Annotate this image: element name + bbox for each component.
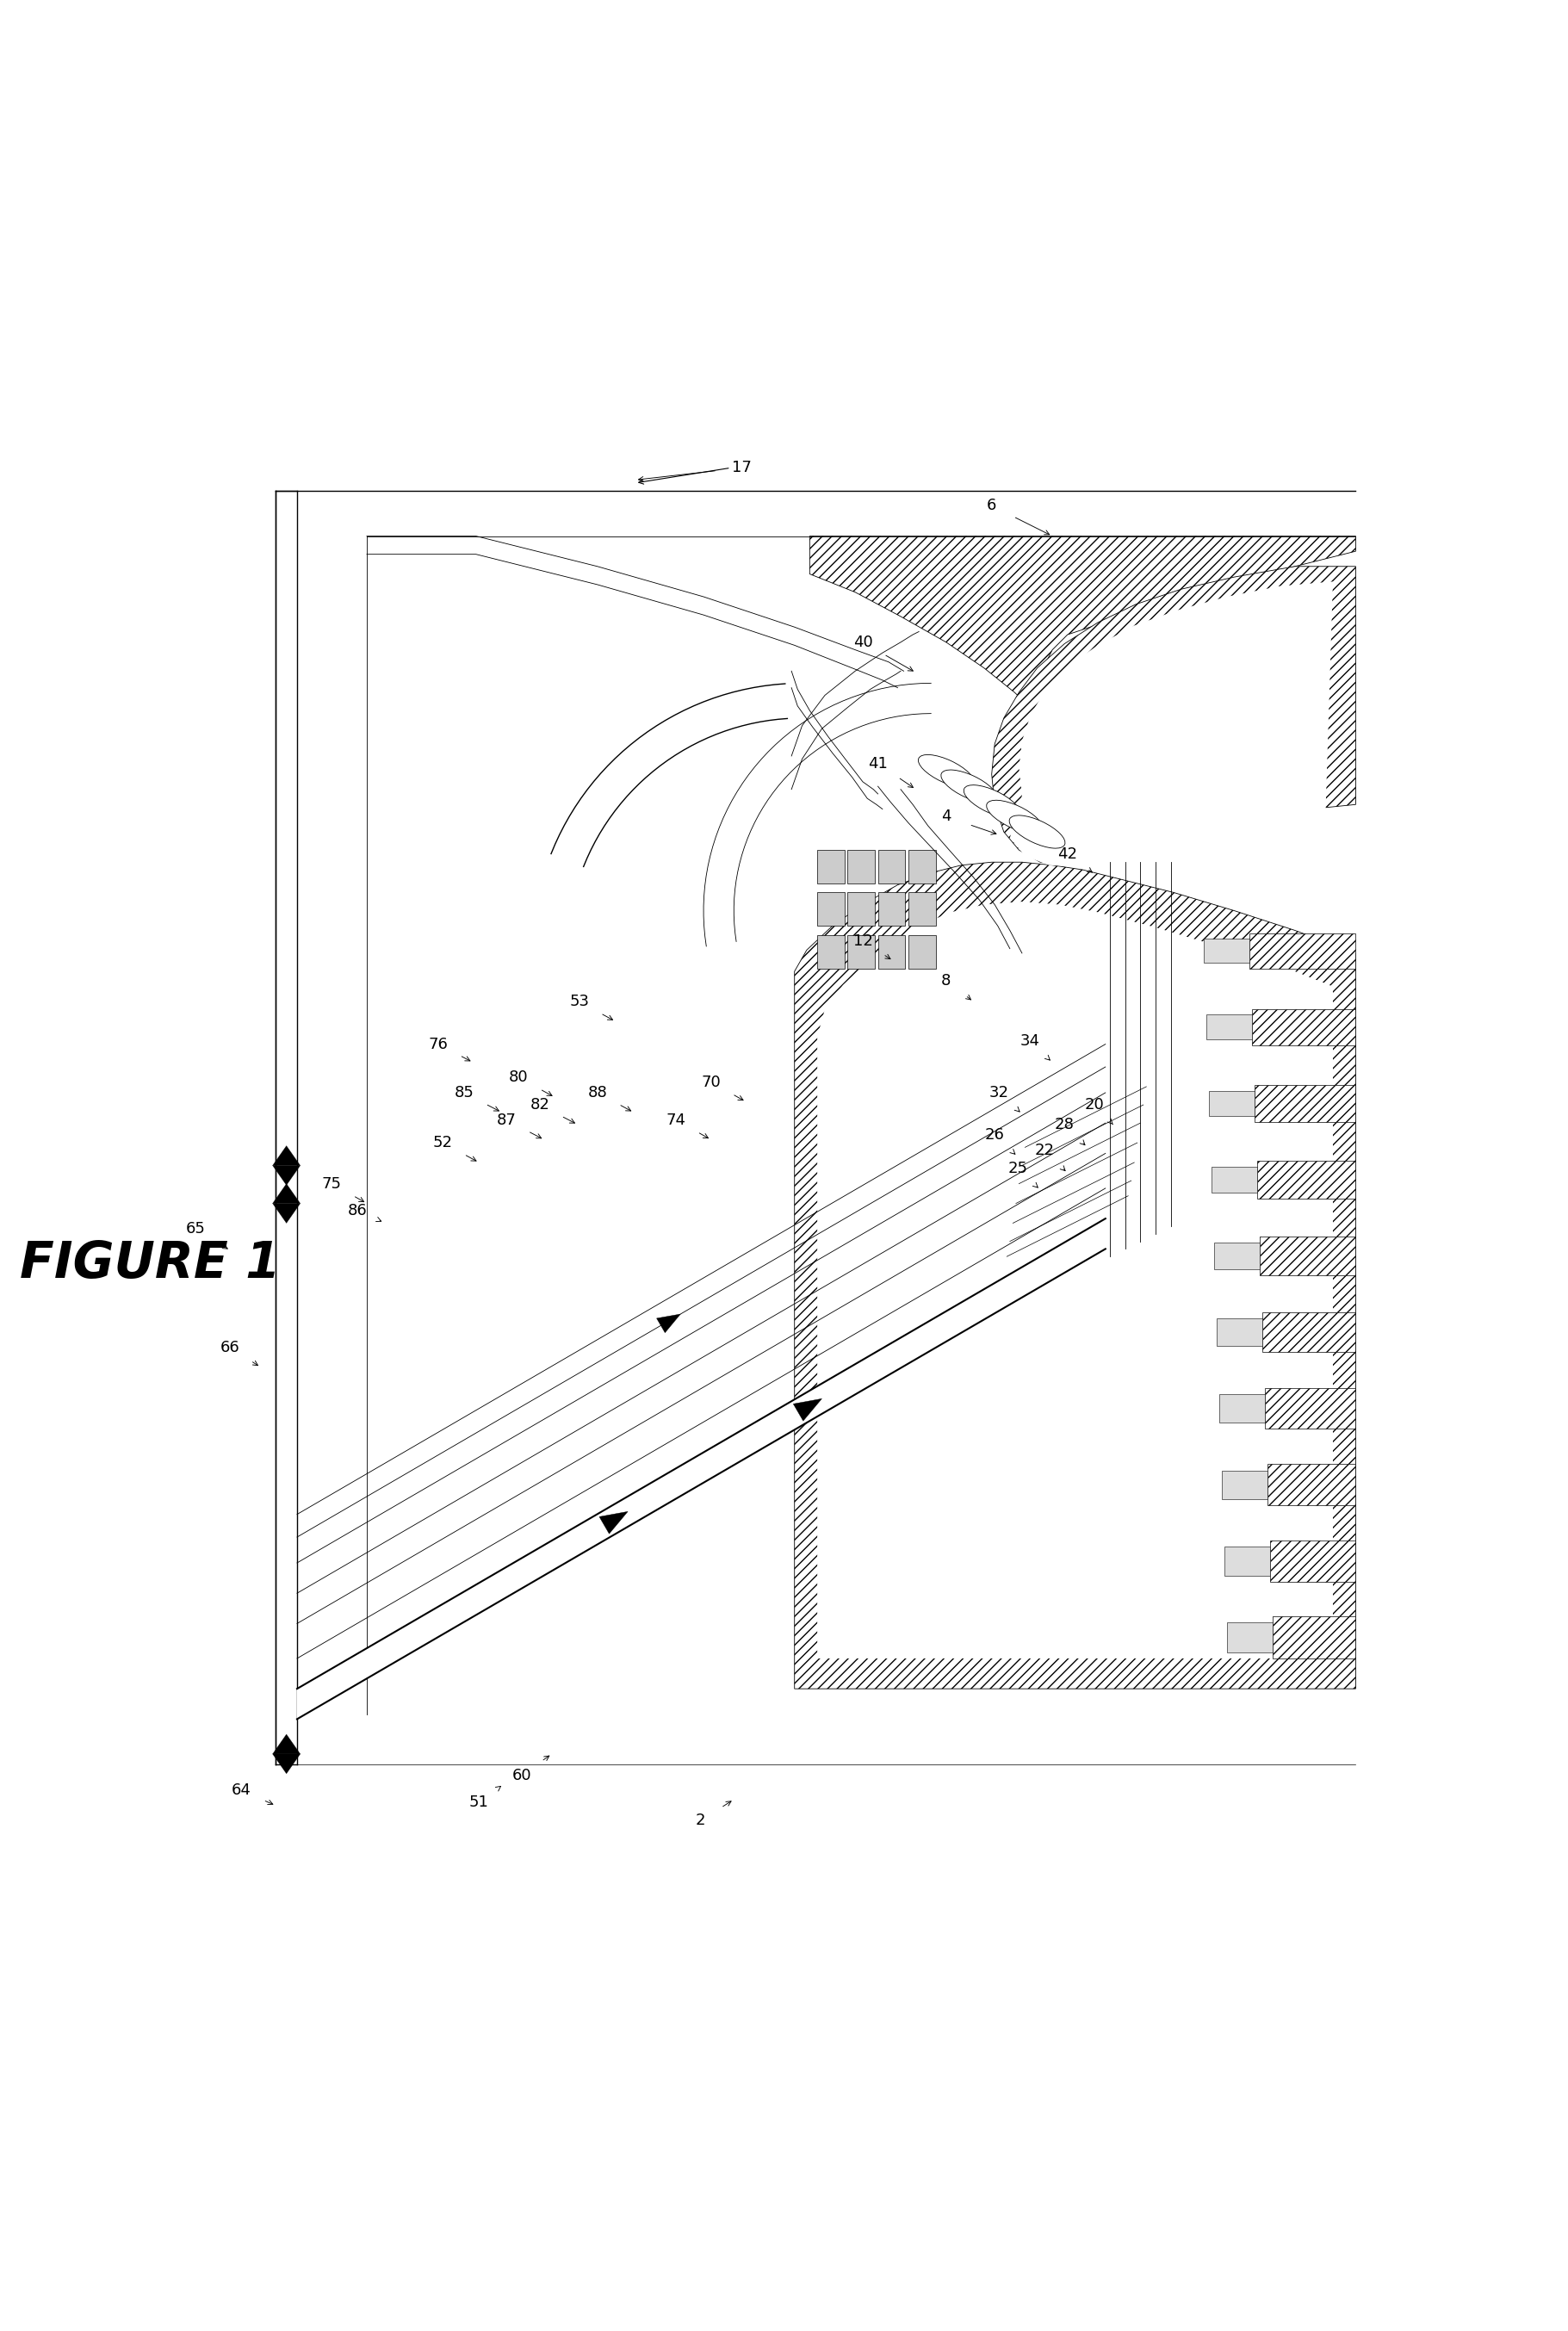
Polygon shape	[599, 1510, 627, 1534]
Polygon shape	[878, 893, 905, 925]
Text: 2: 2	[696, 1814, 706, 1828]
Text: 75: 75	[321, 1175, 342, 1191]
Text: 28: 28	[1055, 1117, 1074, 1133]
Polygon shape	[273, 1166, 299, 1184]
Text: 76: 76	[428, 1037, 448, 1051]
Polygon shape	[848, 893, 875, 925]
Text: 8: 8	[941, 972, 952, 988]
Polygon shape	[1212, 1166, 1258, 1193]
Polygon shape	[848, 935, 875, 967]
Text: 20: 20	[1085, 1098, 1104, 1112]
Text: 52: 52	[433, 1135, 453, 1152]
Text: 51: 51	[469, 1795, 489, 1811]
Text: 12: 12	[853, 932, 873, 949]
Text: 87: 87	[497, 1112, 516, 1128]
Text: 26: 26	[985, 1128, 1005, 1142]
Polygon shape	[817, 893, 845, 925]
Polygon shape	[908, 893, 936, 925]
Polygon shape	[273, 1734, 299, 1753]
Polygon shape	[273, 1184, 299, 1203]
Polygon shape	[1220, 1394, 1265, 1422]
Text: FIGURE 1: FIGURE 1	[19, 1240, 281, 1289]
Polygon shape	[1251, 1009, 1356, 1044]
Polygon shape	[1270, 1541, 1356, 1583]
Polygon shape	[795, 862, 1356, 1688]
Text: 22: 22	[1035, 1142, 1055, 1159]
Polygon shape	[1226, 1622, 1272, 1653]
Polygon shape	[1204, 939, 1250, 963]
Text: 34: 34	[1019, 1033, 1040, 1049]
Polygon shape	[1206, 1014, 1251, 1040]
Polygon shape	[793, 1399, 822, 1422]
Polygon shape	[1267, 1464, 1356, 1506]
Polygon shape	[1265, 1389, 1356, 1429]
Text: 60: 60	[511, 1767, 532, 1783]
Polygon shape	[1209, 1091, 1254, 1117]
Polygon shape	[1259, 1238, 1356, 1275]
Ellipse shape	[919, 755, 974, 788]
Ellipse shape	[964, 786, 1019, 818]
Polygon shape	[1254, 1086, 1356, 1121]
Text: 40: 40	[853, 634, 872, 650]
Ellipse shape	[1010, 816, 1065, 848]
Polygon shape	[1258, 1161, 1356, 1198]
Polygon shape	[817, 935, 845, 967]
Text: 32: 32	[989, 1084, 1010, 1100]
Polygon shape	[878, 851, 905, 883]
Text: 41: 41	[869, 755, 887, 772]
Polygon shape	[296, 1219, 1105, 1718]
Text: 86: 86	[348, 1203, 367, 1219]
Polygon shape	[1010, 580, 1333, 867]
Text: 25: 25	[1008, 1161, 1027, 1177]
Text: 88: 88	[588, 1084, 607, 1100]
Polygon shape	[1250, 932, 1356, 967]
Text: 74: 74	[666, 1112, 687, 1128]
Text: 70: 70	[701, 1075, 721, 1091]
Text: 82: 82	[530, 1098, 549, 1112]
Ellipse shape	[986, 800, 1043, 832]
Polygon shape	[908, 851, 936, 883]
Polygon shape	[809, 536, 1356, 713]
Polygon shape	[817, 851, 845, 883]
Text: 66: 66	[221, 1340, 240, 1354]
Polygon shape	[908, 935, 936, 967]
Polygon shape	[1214, 1242, 1259, 1270]
Text: 17: 17	[732, 459, 751, 476]
Polygon shape	[848, 851, 875, 883]
Text: 64: 64	[230, 1783, 251, 1797]
Text: 42: 42	[1057, 846, 1077, 862]
Polygon shape	[273, 1147, 299, 1166]
Polygon shape	[1221, 1471, 1267, 1499]
Polygon shape	[817, 902, 1333, 1657]
Text: 53: 53	[569, 993, 590, 1009]
Polygon shape	[1262, 1312, 1356, 1352]
Polygon shape	[657, 1315, 681, 1333]
Text: 85: 85	[455, 1084, 474, 1100]
Polygon shape	[878, 935, 905, 967]
Polygon shape	[991, 566, 1356, 862]
Ellipse shape	[941, 769, 997, 802]
Polygon shape	[1217, 1319, 1262, 1345]
Polygon shape	[1225, 1545, 1270, 1576]
Text: 65: 65	[185, 1221, 205, 1238]
Polygon shape	[273, 1753, 299, 1774]
Text: 6: 6	[986, 499, 997, 513]
Text: 80: 80	[508, 1070, 528, 1086]
Polygon shape	[273, 1203, 299, 1224]
Text: 4: 4	[941, 809, 952, 825]
Polygon shape	[1272, 1615, 1356, 1657]
